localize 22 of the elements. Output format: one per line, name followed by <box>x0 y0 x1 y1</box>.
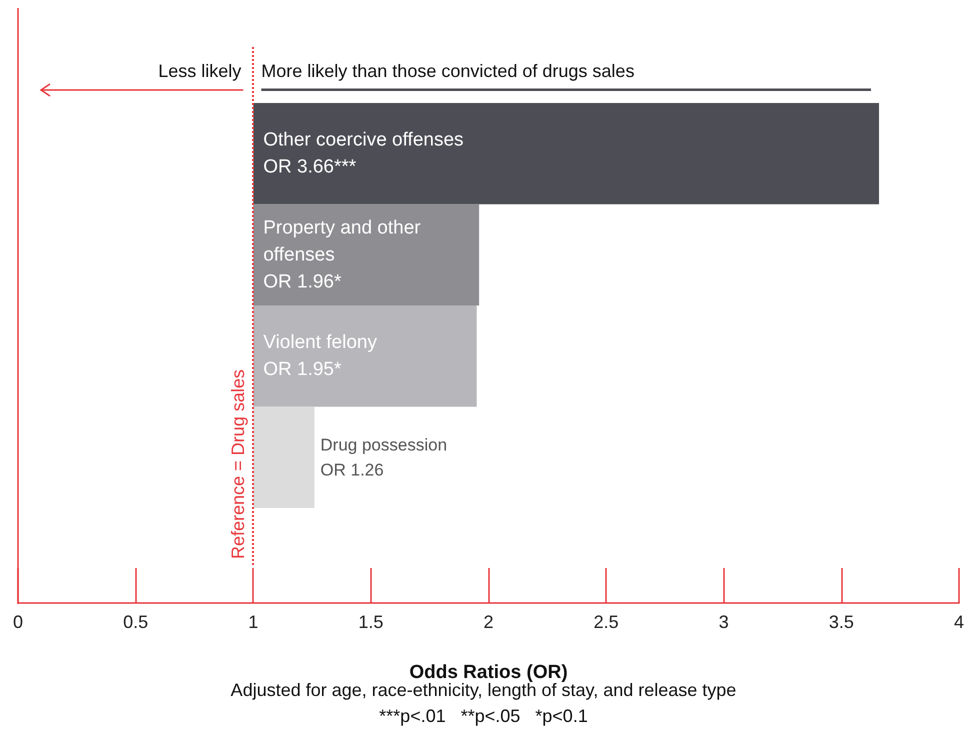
y-tick-label: Other coercive offenses <box>263 130 464 151</box>
x-tick-label: 0 <box>12 612 24 632</box>
x-tick-label: 4 <box>954 612 964 632</box>
data-label: OR 1.26 <box>320 460 384 480</box>
annotation: More likely than those convicted of drugs sales <box>261 61 634 81</box>
x-tick-label: 3 <box>718 612 729 632</box>
data-label: OR 3.66*** <box>263 156 357 178</box>
x-tick-label: 0.5 <box>123 612 148 632</box>
y-tick-label: Drug possession <box>320 435 448 454</box>
ref-line-label: Reference = Drug sales <box>228 369 248 559</box>
y-tick-label: Property and other offenses <box>263 217 426 266</box>
x-tick-label: 2 <box>483 612 494 632</box>
data-label: OR 1.96* <box>263 271 342 292</box>
x-tick-label: 3.5 <box>828 612 854 632</box>
x-tick-label: 1 <box>248 612 258 632</box>
x-tick-label: 2.5 <box>594 612 619 632</box>
x-tick-label: 1.5 <box>358 612 384 632</box>
y-tick-label: Violent felony <box>263 332 378 354</box>
data-label: OR 1.95* <box>263 359 342 380</box>
annotation: Less likely <box>158 61 242 81</box>
x-axis-title: Odds Ratios (OR) <box>409 662 568 683</box>
text: ***p<.01 **p<.05 *p<0.1 <box>379 706 588 726</box>
